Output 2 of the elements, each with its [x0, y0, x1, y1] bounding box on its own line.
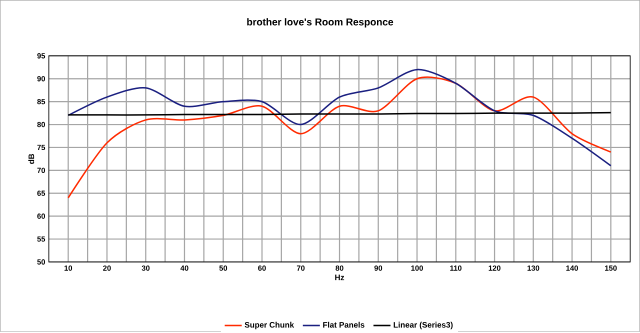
- chart-title: brother love's Room Responce: [247, 18, 394, 28]
- line-series: [67, 68, 612, 166]
